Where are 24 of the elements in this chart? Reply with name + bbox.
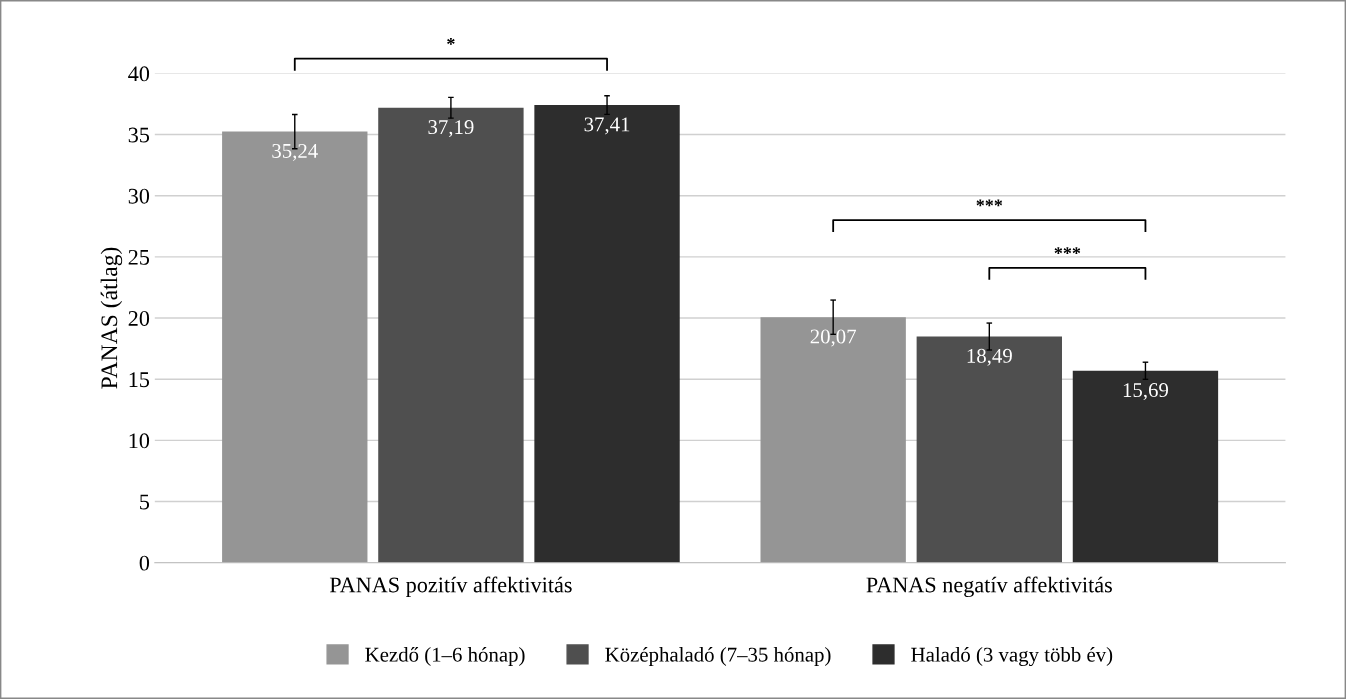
text: 37,41 — [584, 117, 630, 135]
y-tick-label: 30 — [128, 188, 150, 204]
y-tick-label: 0 — [139, 555, 150, 571]
x-tick-label: PANAS pozitív affektivitás — [329, 576, 572, 597]
text: 37,19 — [428, 120, 474, 138]
text: 20,07 — [810, 329, 857, 347]
annotation: *** — [1054, 247, 1081, 255]
y-tick-label: 40 — [128, 66, 150, 82]
y-tick-label: 10 — [129, 433, 150, 449]
y-axis-title: PANAS (átlag) — [100, 247, 123, 389]
y-tick-label: 5 — [140, 494, 150, 510]
y-tick-label: 35 — [128, 127, 150, 143]
y-tick-label: 20 — [128, 310, 150, 326]
x-tick-label: PANAS negatív affektivitás — [866, 576, 1112, 598]
y-tick-label: 25 — [128, 249, 150, 265]
legend-label: Középhaladó (7–35 hónap) — [605, 647, 831, 666]
y-tick-label: 15 — [129, 372, 150, 388]
text: * — [447, 38, 455, 45]
legend-label: Kezdő (1–6 hónap) — [365, 647, 525, 666]
annotation: *** — [976, 199, 1003, 207]
text: 35,24 — [272, 143, 318, 161]
legend-label: Haladó (3 vagy több év) — [911, 647, 1113, 667]
text: 15,69 — [1123, 383, 1169, 401]
text: 18,49 — [967, 348, 1012, 366]
